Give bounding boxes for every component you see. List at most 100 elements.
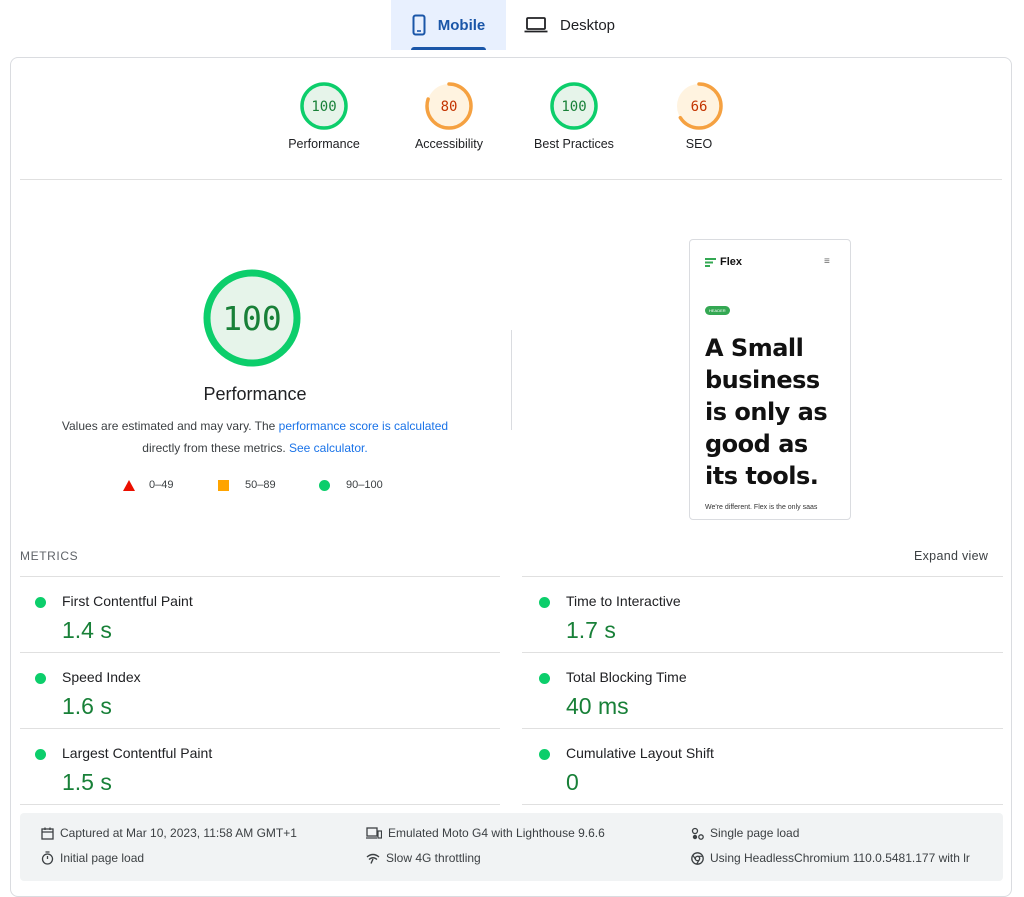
- menu-icon: ≡: [824, 256, 830, 267]
- score-calculated-link[interactable]: performance score is calculated: [278, 419, 449, 433]
- metric-value: 1.4 s: [62, 617, 112, 643]
- pass-dot-icon: [539, 597, 550, 608]
- emulated-device: Emulated Moto G4 with Lighthouse 9.6.6: [366, 826, 605, 840]
- metric-value: 40 ms: [566, 693, 629, 719]
- gauge-label: SEO: [685, 137, 713, 151]
- metric-value: 1.6 s: [62, 693, 112, 719]
- browser-version-text: Using HeadlessChromium 110.0.5481.177 wi…: [710, 851, 970, 865]
- captured-at-text: Captured at Mar 10, 2023, 11:58 AM GMT+1: [60, 826, 297, 840]
- legend-fail-label: 0–49: [149, 479, 174, 491]
- gauge-arc: [300, 82, 348, 130]
- browser-version: Using HeadlessChromium 110.0.5481.177 wi…: [691, 851, 970, 865]
- legend-average-label: 50–89: [245, 479, 276, 491]
- gauge-performance[interactable]: 100 Performance: [269, 80, 379, 151]
- metric-divider: [522, 728, 1003, 729]
- metric-value: 0: [566, 769, 579, 795]
- single-page-load-text: Single page load: [710, 826, 800, 840]
- flex-logo-icon: [705, 258, 716, 267]
- headline-line: its tools.: [705, 462, 819, 490]
- phone-icon: [412, 14, 426, 36]
- metric-name: Largest Contentful Paint: [62, 745, 213, 761]
- pass-dot-icon: [35, 673, 46, 684]
- preview-logo: Flex: [720, 256, 743, 268]
- performance-note: Values are estimated and may vary. The p…: [30, 415, 480, 459]
- legend-fail: 0–49: [123, 479, 173, 491]
- gauge-label: Accessibility: [414, 137, 484, 151]
- single-load-icon: [691, 827, 704, 840]
- divider: [20, 179, 1002, 180]
- note-text-2: directly from these metrics.: [142, 441, 289, 455]
- performance-score-large: 100: [222, 299, 282, 338]
- headline-line: is only as: [705, 398, 828, 426]
- circle-icon: [319, 479, 330, 491]
- metric-name: Speed Index: [62, 669, 141, 685]
- gauge-score: 100: [311, 99, 336, 115]
- gauge-label: Best Practices: [534, 137, 614, 151]
- headline-line: A Small: [705, 334, 804, 362]
- gauge-score: 66: [691, 99, 708, 115]
- metric-name: First Contentful Paint: [62, 593, 193, 609]
- pass-dot-icon: [35, 597, 46, 608]
- single-page-load: Single page load: [691, 826, 799, 840]
- gauge-arc: [675, 82, 723, 130]
- preview-headline: A Small business is only as good as its …: [705, 332, 828, 492]
- vertical-divider: [511, 330, 512, 430]
- pass-dot-icon: [539, 673, 550, 684]
- metric-name: Total Blocking Time: [566, 669, 687, 685]
- calendar-icon: [41, 827, 54, 840]
- final-screenshot-preview[interactable]: Flex ≡ HEADER A Small business is only a…: [689, 239, 851, 520]
- gauge-score: 80: [441, 99, 458, 115]
- performance-title: Performance: [203, 384, 307, 404]
- network-throttling: Slow 4G throttling: [366, 851, 481, 865]
- metric-divider: [20, 576, 500, 577]
- gauge-best-practices[interactable]: 100 Best Practices: [519, 80, 629, 151]
- metrics-heading: METRICS: [20, 549, 79, 563]
- tab-mobile[interactable]: Mobile: [391, 0, 506, 50]
- active-tab-indicator: [411, 47, 486, 50]
- square-icon: [218, 479, 229, 491]
- chrome-icon: [691, 851, 704, 865]
- metric-value: 1.5 s: [62, 769, 112, 795]
- initial-page-load-text: Initial page load: [60, 851, 145, 865]
- tab-desktop[interactable]: Desktop: [520, 0, 634, 50]
- metric-name: Cumulative Layout Shift: [566, 745, 714, 761]
- performance-gauge-large[interactable]: 100: [201, 267, 303, 369]
- metric-value: 1.7 s: [566, 617, 616, 643]
- legend-pass: 90–100: [319, 479, 383, 491]
- preview-footer: We're different. Flex is the only saas: [705, 504, 818, 511]
- runtime-settings: Captured at Mar 10, 2023, 11:58 AM GMT+1…: [20, 813, 1003, 881]
- see-calculator-link[interactable]: See calculator.: [288, 441, 368, 455]
- gauge-seo[interactable]: 66 SEO: [644, 80, 754, 151]
- emulated-device-text: Emulated Moto G4 with Lighthouse 9.6.6: [388, 826, 605, 840]
- note-text: Values are estimated and may vary. The: [61, 419, 279, 433]
- gauge-score: 100: [561, 99, 586, 115]
- headline-line: business: [705, 366, 820, 394]
- triangle-icon: [123, 479, 135, 491]
- expand-view-toggle[interactable]: Expand view: [914, 549, 989, 563]
- tab-mobile-label: Mobile: [437, 16, 486, 34]
- captured-at: Captured at Mar 10, 2023, 11:58 AM GMT+1: [41, 826, 297, 840]
- headline-line: good as: [705, 430, 808, 458]
- metric-divider: [20, 804, 500, 805]
- stopwatch-icon: [41, 851, 54, 865]
- metric-divider: [522, 652, 1003, 653]
- pass-dot-icon: [539, 749, 550, 760]
- tab-desktop-label: Desktop: [560, 16, 616, 34]
- devices-icon: [366, 827, 382, 839]
- gauge-arc: [550, 82, 598, 130]
- metric-divider: [20, 652, 500, 653]
- preview-badge: HEADER: [705, 306, 730, 315]
- gauge-accessibility[interactable]: 80 Accessibility: [394, 80, 504, 151]
- metric-divider: [20, 728, 500, 729]
- metric-divider: [522, 804, 1003, 805]
- laptop-icon: [524, 17, 548, 33]
- pass-dot-icon: [35, 749, 46, 760]
- metric-divider: [522, 576, 1003, 577]
- wifi-icon: [366, 853, 380, 864]
- gauge-arc: [425, 82, 473, 130]
- legend-pass-label: 90–100: [346, 479, 383, 491]
- report-card: [10, 57, 1012, 897]
- legend-average: 50–89: [218, 479, 276, 491]
- network-throttling-text: Slow 4G throttling: [386, 851, 481, 865]
- gauge-label: Performance: [288, 137, 360, 151]
